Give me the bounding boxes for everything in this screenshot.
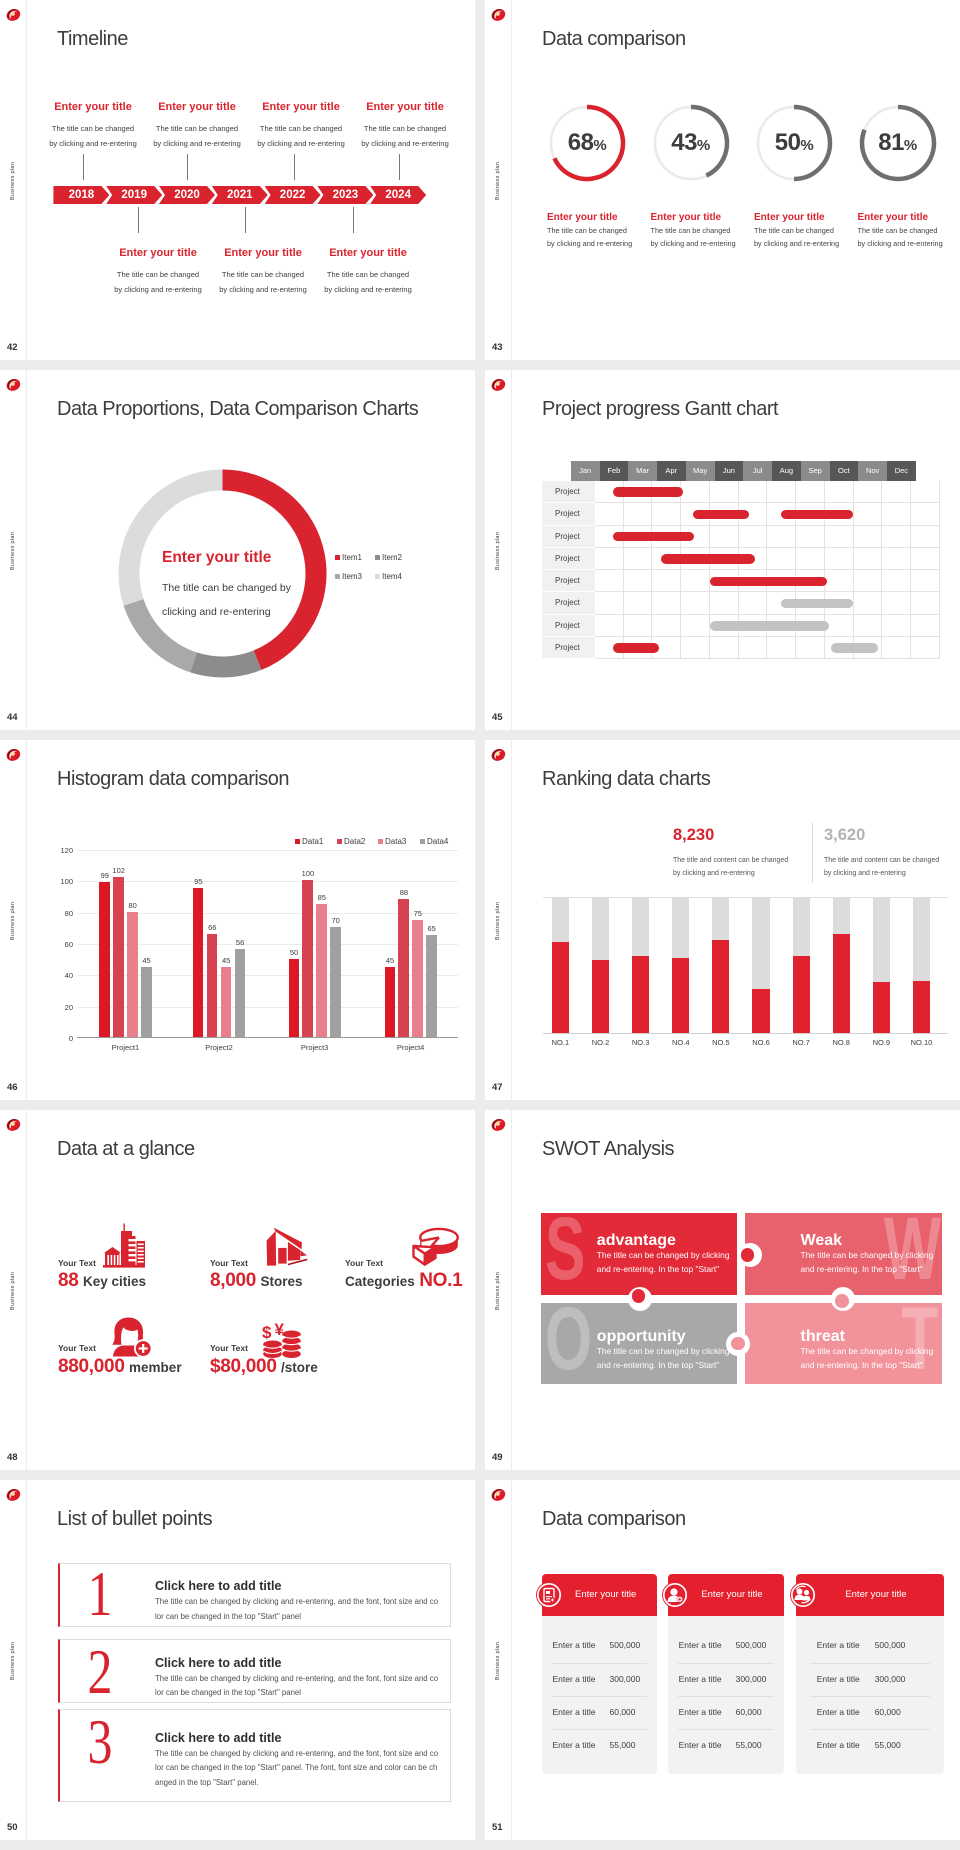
svg-text:¥: ¥ [275,1321,285,1339]
svg-text:$: $ [262,1323,272,1342]
